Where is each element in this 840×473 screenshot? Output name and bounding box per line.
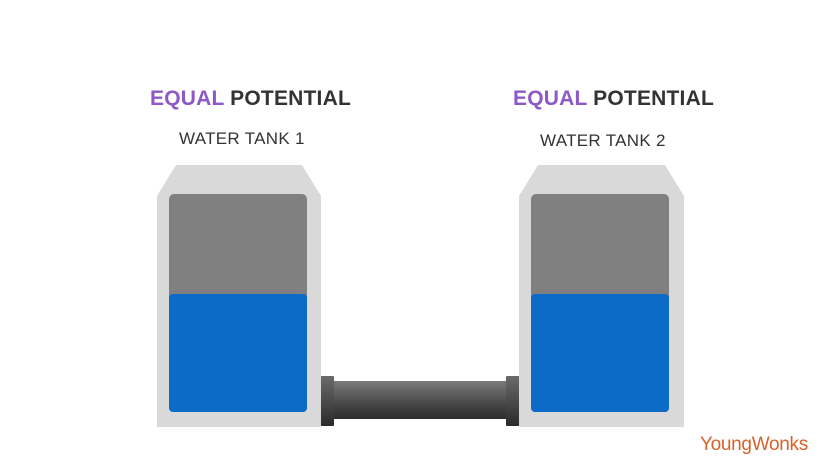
- tank-2-heading: EQUAL POTENTIAL: [513, 87, 714, 111]
- tank-1-heading-accent: EQUAL: [150, 87, 225, 110]
- connecting-pipe: [320, 376, 520, 426]
- tank-1-label: WATER TANK 1: [179, 129, 305, 148]
- water-tank-1: [157, 165, 321, 427]
- tank-1-water: [169, 294, 307, 412]
- tank-2-label: WATER TANK 2: [540, 131, 666, 150]
- pipe-flange-right: [506, 376, 520, 426]
- tank-1-heading-rest: POTENTIAL: [230, 87, 351, 110]
- youngwonks-logo: YoungWonks: [700, 434, 808, 455]
- tank-2-heading-accent: EQUAL: [513, 87, 588, 110]
- pipe-flange-left: [320, 376, 334, 426]
- pipe-body: [328, 381, 512, 419]
- tank-2-heading-rest: POTENTIAL: [593, 87, 714, 110]
- tank-1-heading: EQUAL POTENTIAL: [150, 87, 351, 111]
- water-tank-2: [519, 165, 684, 427]
- tank-2-water: [531, 294, 669, 412]
